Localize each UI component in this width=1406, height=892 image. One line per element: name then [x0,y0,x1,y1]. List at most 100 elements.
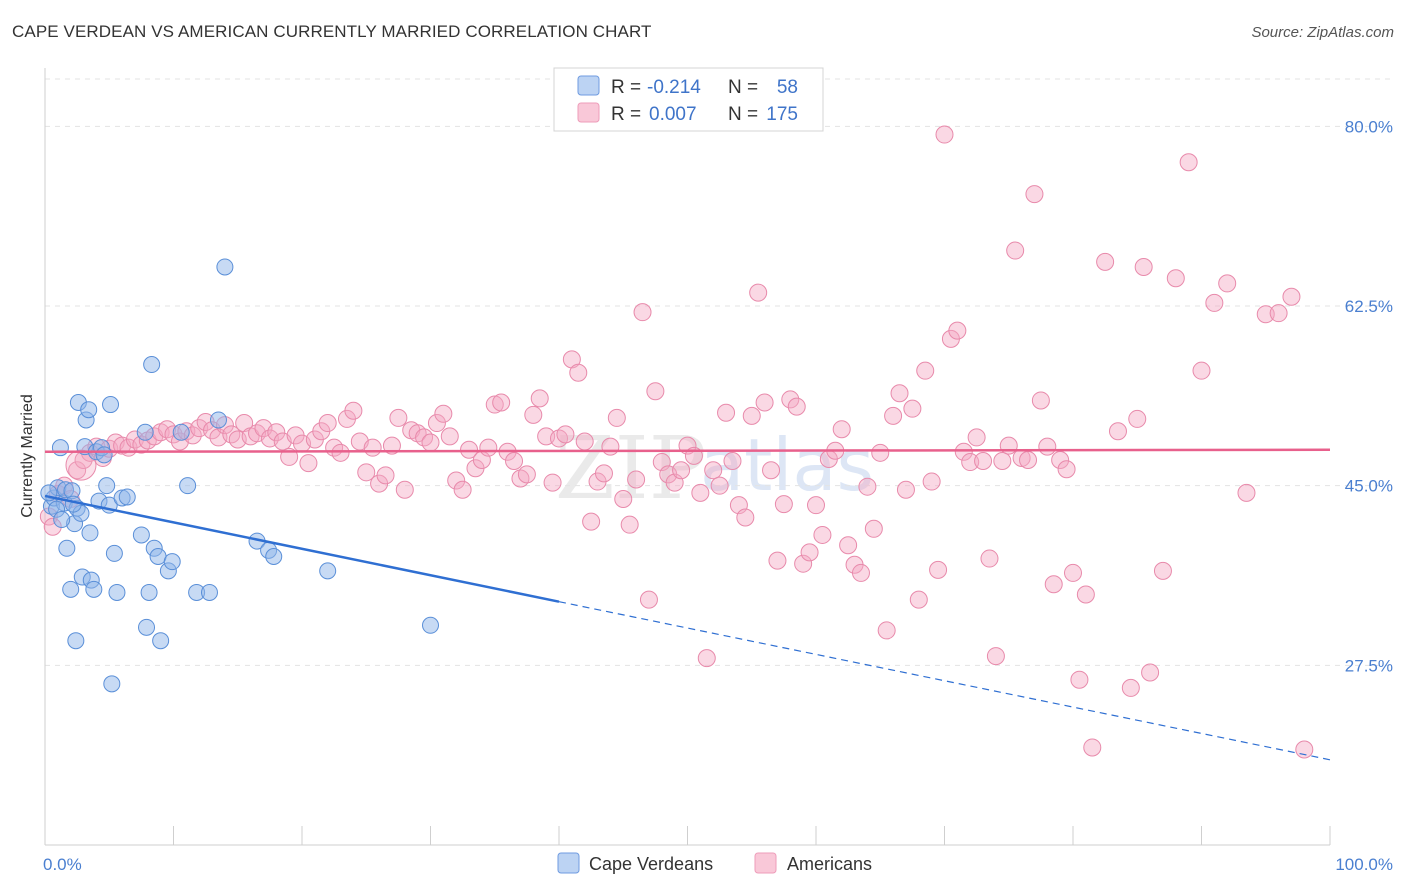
x-tick-label-1: 100.0% [1335,855,1393,874]
american-point-117 [787,397,806,416]
cape-verdean-point-20 [85,580,103,598]
american-point-114 [768,551,787,570]
american-point-124 [832,420,851,439]
american-point-171 [1166,269,1185,288]
american-point-154 [1025,185,1044,204]
cape-verdean-point-24 [95,446,113,464]
american-point-147 [980,549,999,568]
american-point-138 [922,472,941,491]
cape-verdeans-trend-extension [558,601,1331,761]
american-point-54 [382,436,401,455]
american-point-79 [543,473,562,492]
american-point-166 [1121,678,1140,697]
american-point-41 [299,454,318,473]
chart-title: CAPE VERDEAN VS AMERICAN CURRENTLY MARRI… [12,22,652,41]
american-point-73 [505,452,524,471]
american-point-156 [1038,437,1057,456]
american-point-99 [672,461,691,480]
american-point-160 [1064,563,1082,582]
y-tick-label-1: 45.0% [1345,477,1393,496]
cape-verdean-point-18 [81,524,99,542]
americans-trend-line [44,448,1331,454]
american-point-177 [1256,305,1275,324]
cape-verdean-point-25 [98,477,116,495]
y-tick-labels: 27.5% 45.0% 62.5% 80.0% [1345,117,1393,675]
cape-verdean-point-6 [58,539,76,557]
cape-verdean-point-48 [216,258,234,276]
american-point-137 [916,361,935,380]
american-point-118 [794,554,813,573]
legend-r-label-2: R = [611,104,641,125]
trend-lines [44,448,1331,761]
cape-verdean-point-51 [265,548,283,566]
series-label-cape-verdeans: Cape Verdeans [589,854,713,874]
cape-verdean-point-35 [138,618,156,636]
american-point-179 [1282,287,1301,306]
american-point-170 [1153,561,1172,580]
y-tick-label-2: 62.5% [1345,297,1393,316]
american-point-132 [884,406,903,425]
american-point-150 [999,436,1018,455]
american-point-61 [427,414,446,433]
y-tick-label-3: 80.0% [1345,117,1393,136]
american-point-134 [896,480,915,499]
american-point-95 [646,382,665,401]
american-point-151 [1006,241,1025,260]
american-point-56 [395,480,414,499]
american-point-146 [974,452,993,471]
legend-swatch-blue [577,75,600,96]
legend-r-value-2: 0.007 [649,104,697,125]
american-point-167 [1128,409,1147,428]
american-point-104 [704,461,723,480]
american-point-178 [1269,304,1288,323]
cape-verdean-point-43 [172,423,190,441]
american-point-133 [890,384,909,403]
american-point-53 [376,466,395,485]
cape-verdean-point-47 [209,411,227,429]
cape-verdean-point-32 [118,488,136,506]
cape-verdean-point-29 [105,544,123,562]
american-point-109 [736,508,755,527]
american-point-162 [1076,585,1095,604]
cape-verdean-point-30 [108,583,126,601]
cape-verdean-point-34 [136,423,154,441]
american-point-5 [68,461,87,480]
cape-verdean-point-33 [132,526,150,544]
cape-verdean-point-36 [140,583,158,601]
american-point-46 [331,443,350,462]
american-point-143 [954,442,973,461]
american-point-75 [517,465,536,484]
american-point-155 [1031,391,1050,410]
american-point-115 [774,495,793,514]
american-point-119 [800,543,819,562]
cape-verdeans-trend-line [44,494,560,603]
american-point-129 [864,519,883,538]
american-point-48 [344,401,363,420]
american-point-85 [582,512,601,531]
series-legend: Cape Verdeans Americans [557,852,872,874]
american-point-121 [813,525,832,544]
american-point-130 [871,443,890,462]
american-point-63 [440,427,459,446]
american-point-135 [903,399,922,418]
american-point-44 [318,414,337,433]
american-point-168 [1134,257,1153,276]
series-swatch-cape-verdeans [557,852,580,874]
series-swatch-americans [754,852,777,874]
american-point-87 [594,464,613,483]
american-point-159 [1057,460,1076,479]
american-point-163 [1083,738,1102,757]
cape-verdean-point-39 [149,548,167,566]
american-point-148 [986,647,1005,666]
american-point-173 [1192,361,1211,380]
american-point-125 [839,536,858,555]
american-point-112 [755,393,774,412]
american-point-172 [1179,153,1198,172]
american-point-149 [993,452,1012,471]
cape-verdean-point-53 [422,616,439,634]
american-point-64 [447,471,466,490]
american-point-144 [961,453,980,472]
american-point-102 [691,483,710,502]
american-point-136 [909,590,928,609]
